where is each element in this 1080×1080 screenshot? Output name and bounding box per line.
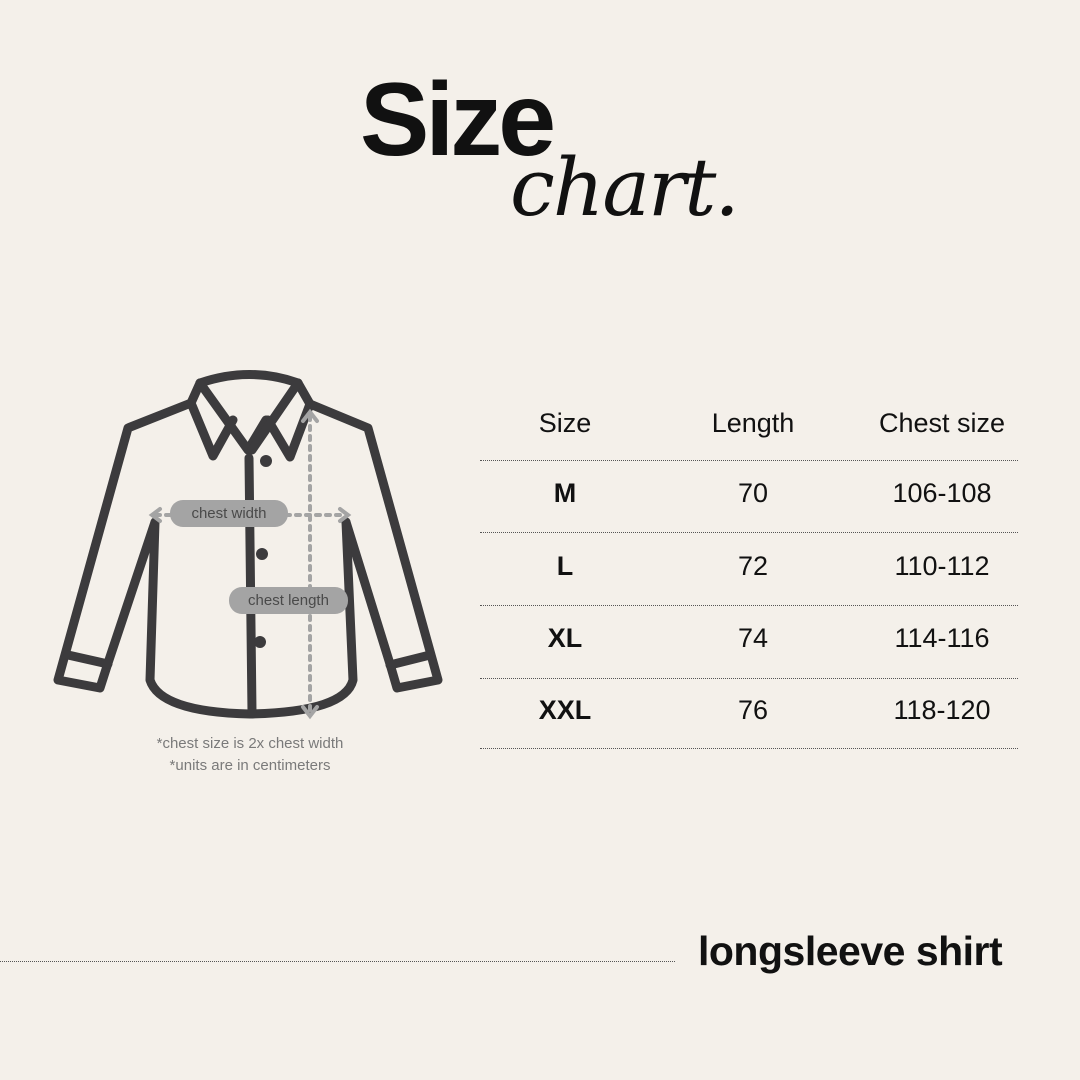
product-name: longsleeve shirt <box>698 928 1003 974</box>
title-chart: chart. <box>510 141 740 234</box>
cell-chest: 106-108 <box>892 478 992 508</box>
shirt-outline-icon <box>53 370 443 719</box>
footer-divider <box>0 961 675 962</box>
row-divider <box>480 748 1018 749</box>
button-icon <box>256 548 268 560</box>
note-chest-size: *chest size is 2x chest width <box>156 735 344 752</box>
cell-length: 76 <box>737 695 769 725</box>
chest-width-label: chest width <box>170 500 288 527</box>
title-size: Size <box>360 62 556 178</box>
cell-size: M <box>553 478 577 508</box>
cell-length: 72 <box>737 551 769 581</box>
row-divider <box>480 460 1018 461</box>
header-length: Length <box>711 408 795 438</box>
row-divider <box>480 605 1018 606</box>
row-divider <box>480 532 1018 533</box>
button-icon <box>260 455 272 467</box>
chest-length-label: chest length <box>229 587 348 614</box>
header-size: Size <box>538 408 592 438</box>
row-divider <box>480 678 1018 679</box>
cell-chest: 114-116 <box>894 623 990 653</box>
cell-chest: 110-112 <box>894 551 990 581</box>
cell-size: XL <box>547 623 583 653</box>
header-chest-size: Chest size <box>878 408 1006 438</box>
cell-size: XXL <box>538 695 592 725</box>
cell-chest: 118-120 <box>893 695 991 725</box>
note-units: *units are in centimeters <box>169 757 331 774</box>
cell-size: L <box>556 551 574 581</box>
cell-length: 70 <box>737 478 769 508</box>
cell-length: 74 <box>737 623 769 653</box>
button-icon <box>254 636 266 648</box>
